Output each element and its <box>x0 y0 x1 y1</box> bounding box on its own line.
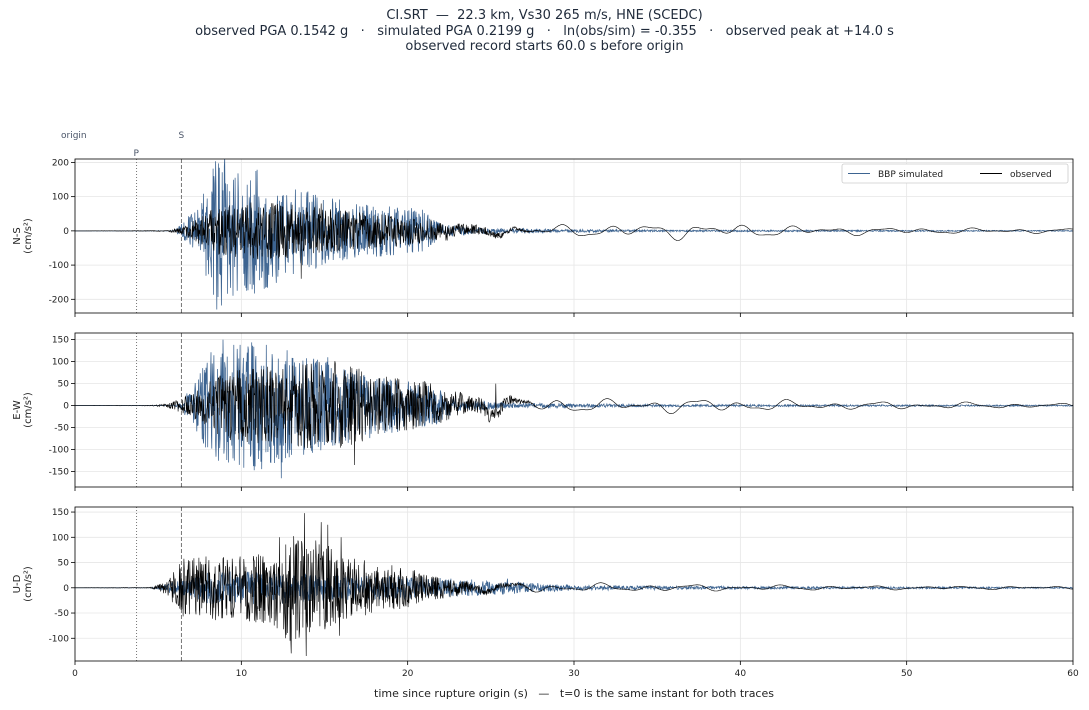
y-tick-label: 0 <box>63 402 69 412</box>
title-line-3: observed record starts 60.0 s before ori… <box>405 39 684 54</box>
x-tick-label: 40 <box>735 669 747 679</box>
series-simulated-u-d <box>75 571 1073 605</box>
y-tick-label: -150 <box>49 468 70 478</box>
y-tick-label: 100 <box>52 533 69 543</box>
y-axis-label: N-S (cm/s²) <box>12 218 34 254</box>
title-line-2: observed PGA 0.1542 g · simulated PGA 0.… <box>195 23 894 39</box>
y-tick-label: 0 <box>63 584 69 594</box>
origin-marker-label: origin <box>61 131 87 141</box>
y-axis-component: U-D <box>12 574 23 593</box>
x-tick-label: 20 <box>402 669 414 679</box>
x-tick-label: 60 <box>1067 669 1079 679</box>
legend-box <box>841 163 1069 184</box>
y-axis-label: E-W (cm/s²) <box>12 392 34 428</box>
x-tick-label: 50 <box>901 669 913 679</box>
y-tick-label: 50 <box>58 559 70 569</box>
y-tick-label: -50 <box>54 424 69 434</box>
y-axis-unit: (cm/s²) <box>23 392 34 428</box>
y-tick-label: 200 <box>52 158 69 168</box>
y-axis-unit: (cm/s²) <box>23 566 34 602</box>
x-tick-label: 0 <box>72 669 78 679</box>
y-tick-label: -100 <box>49 446 70 456</box>
y-axis-label: U-D (cm/s²) <box>12 566 34 602</box>
y-axis-component: N-S <box>12 227 23 244</box>
series-observed-e-w <box>75 361 1073 466</box>
y-tick-label: 50 <box>58 380 70 390</box>
y-tick-label: 0 <box>63 227 69 237</box>
s-marker-label: S <box>178 131 184 141</box>
y-tick-label: 150 <box>52 508 69 518</box>
panel-e-w: -150 -100 -50 0 50 100 150 E-W (cm/s²) <box>12 332 1074 491</box>
x-tick-label: 10 <box>236 669 248 679</box>
y-axis-unit: (cm/s²) <box>23 218 34 254</box>
panel-n-s: -200 -100 0 100 200 N-S (cm/s²) BBP simulated ob… <box>12 158 1074 317</box>
y-tick-label: 150 <box>52 336 69 346</box>
y-tick-label: -50 <box>54 609 69 619</box>
x-tick-label: 30 <box>568 669 580 679</box>
y-tick-label: -100 <box>49 261 70 271</box>
y-tick-label: 100 <box>52 358 69 368</box>
legend-label-observed: observed <box>1010 170 1052 180</box>
y-tick-label: 100 <box>52 193 69 203</box>
series-observed-n-s <box>75 202 1073 279</box>
legend-label-simulated: BBP simulated <box>878 170 943 180</box>
chart-title: CI.SRT — 22.3 km, Vs30 265 m/s, HNE (SCE… <box>0 8 1089 55</box>
series-observed-u-d <box>75 513 1073 657</box>
title-line-1: CI.SRT — 22.3 km, Vs30 265 m/s, HNE (SCE… <box>386 8 703 23</box>
series-simulated-e-w <box>75 339 1073 479</box>
x-axis-label: time since rupture origin (s) — t=0 is t… <box>374 687 774 700</box>
panel-u-d: -100 -50 0 50 100 150 U-D (cm/s²) <box>12 506 1074 665</box>
y-tick-label: -100 <box>49 634 70 644</box>
y-tick-label: -200 <box>49 295 70 305</box>
p-marker-label: P <box>134 149 140 159</box>
legend: BBP simulated observed <box>841 163 1069 184</box>
series-simulated-n-s <box>75 159 1073 310</box>
y-axis-component: E-W <box>12 400 23 420</box>
